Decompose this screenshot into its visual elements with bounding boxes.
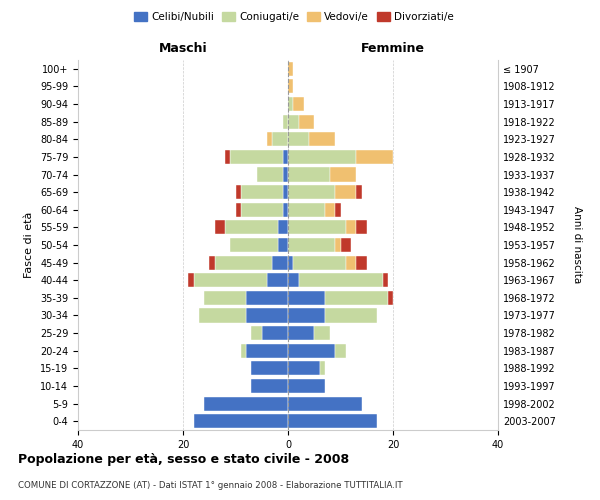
- Y-axis label: Fasce di età: Fasce di età: [25, 212, 34, 278]
- Bar: [225, 220, 277, 234]
- Bar: [277, 238, 288, 252]
- Bar: [299, 114, 314, 128]
- Bar: [335, 344, 346, 358]
- Bar: [277, 220, 288, 234]
- Bar: [209, 256, 215, 270]
- Bar: [235, 185, 241, 199]
- Text: Femmine: Femmine: [361, 42, 425, 54]
- Bar: [288, 362, 320, 376]
- Bar: [193, 273, 267, 287]
- Text: COMUNE DI CORTAZZONE (AT) - Dati ISTAT 1° gennaio 2008 - Elaborazione TUTTITALIA: COMUNE DI CORTAZZONE (AT) - Dati ISTAT 1…: [18, 481, 403, 490]
- Bar: [288, 256, 293, 270]
- Bar: [288, 202, 325, 217]
- Bar: [314, 326, 330, 340]
- Bar: [199, 308, 246, 322]
- Bar: [283, 114, 288, 128]
- Bar: [288, 238, 335, 252]
- Bar: [283, 185, 288, 199]
- Bar: [293, 256, 346, 270]
- Bar: [246, 308, 288, 322]
- Bar: [235, 202, 241, 217]
- Bar: [246, 291, 288, 305]
- Bar: [215, 220, 225, 234]
- Bar: [288, 379, 325, 393]
- Bar: [356, 256, 367, 270]
- Bar: [288, 344, 335, 358]
- Bar: [272, 256, 288, 270]
- Bar: [262, 326, 288, 340]
- Y-axis label: Anni di nascita: Anni di nascita: [572, 206, 583, 284]
- Bar: [251, 326, 262, 340]
- Bar: [288, 396, 361, 410]
- Bar: [325, 291, 388, 305]
- Bar: [225, 150, 230, 164]
- Bar: [320, 362, 325, 376]
- Text: Popolazione per età, sesso e stato civile - 2008: Popolazione per età, sesso e stato civil…: [18, 452, 349, 466]
- Bar: [288, 308, 325, 322]
- Bar: [272, 132, 288, 146]
- Bar: [283, 202, 288, 217]
- Bar: [288, 326, 314, 340]
- Bar: [356, 150, 393, 164]
- Bar: [325, 308, 377, 322]
- Bar: [325, 202, 335, 217]
- Bar: [388, 291, 393, 305]
- Bar: [241, 185, 283, 199]
- Bar: [267, 132, 272, 146]
- Bar: [204, 396, 288, 410]
- Bar: [288, 62, 293, 76]
- Bar: [188, 273, 193, 287]
- Bar: [288, 220, 346, 234]
- Bar: [215, 256, 272, 270]
- Bar: [288, 273, 299, 287]
- Bar: [241, 202, 283, 217]
- Bar: [288, 291, 325, 305]
- Bar: [283, 150, 288, 164]
- Bar: [267, 273, 288, 287]
- Bar: [251, 362, 288, 376]
- Bar: [335, 202, 341, 217]
- Bar: [330, 168, 356, 181]
- Bar: [335, 185, 356, 199]
- Bar: [230, 238, 277, 252]
- Bar: [341, 238, 351, 252]
- Bar: [257, 168, 283, 181]
- Bar: [346, 256, 356, 270]
- Bar: [246, 344, 288, 358]
- Bar: [230, 150, 283, 164]
- Bar: [356, 185, 361, 199]
- Bar: [288, 185, 335, 199]
- Text: Maschi: Maschi: [158, 42, 208, 54]
- Bar: [241, 344, 246, 358]
- Bar: [293, 97, 304, 111]
- Bar: [288, 80, 293, 94]
- Bar: [288, 168, 330, 181]
- Bar: [193, 414, 288, 428]
- Bar: [346, 220, 356, 234]
- Bar: [283, 168, 288, 181]
- Bar: [288, 150, 356, 164]
- Bar: [356, 220, 367, 234]
- Bar: [288, 414, 377, 428]
- Bar: [288, 132, 309, 146]
- Bar: [299, 273, 383, 287]
- Legend: Celibi/Nubili, Coniugati/e, Vedovi/e, Divorziati/e: Celibi/Nubili, Coniugati/e, Vedovi/e, Di…: [130, 8, 458, 26]
- Bar: [335, 238, 341, 252]
- Bar: [309, 132, 335, 146]
- Bar: [383, 273, 388, 287]
- Bar: [204, 291, 246, 305]
- Bar: [288, 97, 293, 111]
- Bar: [251, 379, 288, 393]
- Bar: [288, 114, 299, 128]
